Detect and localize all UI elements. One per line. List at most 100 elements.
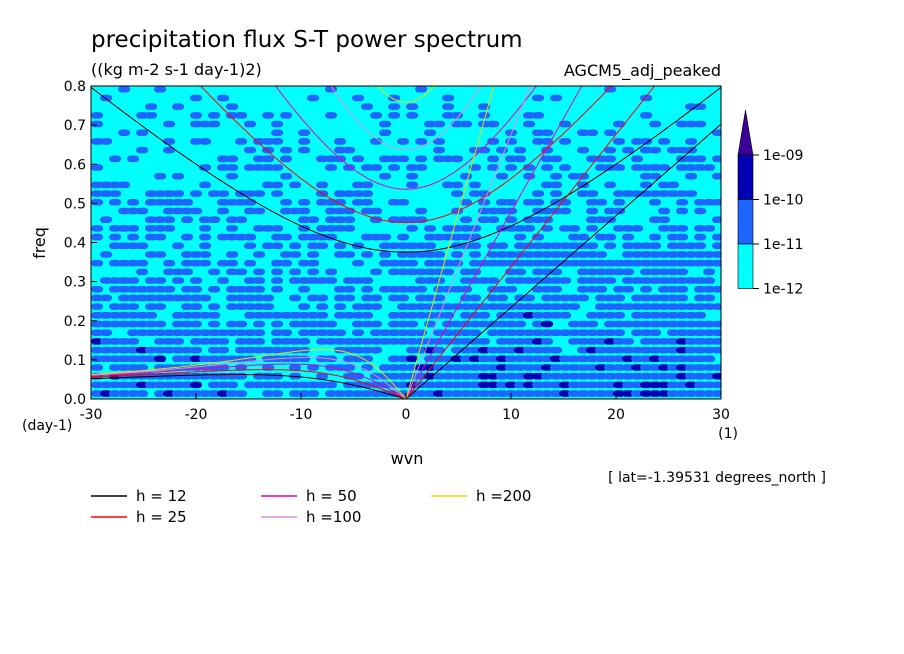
spectrum-cell — [334, 190, 347, 197]
spectrum-cell — [667, 312, 680, 319]
spectrum-cell — [406, 268, 419, 276]
spectrum-cell — [712, 129, 721, 136]
spectrum-cell — [595, 285, 608, 293]
spectrum-cell — [127, 259, 140, 267]
y-tick-label: 0.8 — [64, 79, 86, 95]
spectrum-cell — [658, 259, 671, 267]
spectrum-cell — [370, 338, 383, 345]
spectrum-cell — [712, 155, 721, 163]
spectrum-cell — [712, 216, 721, 223]
spectrum-cell — [244, 199, 257, 206]
spectrum-cell — [91, 320, 104, 328]
spectrum-cell — [694, 242, 707, 250]
spectrum-cell — [442, 364, 455, 371]
spectrum-cell — [649, 312, 662, 319]
spectrum-cell — [91, 233, 104, 241]
spectrum-cell — [298, 320, 311, 328]
spectrum-cell — [352, 190, 365, 197]
spectrum-cell — [550, 294, 563, 302]
spectrum-cell — [658, 338, 671, 345]
spectrum-cell — [424, 381, 437, 389]
spectrum-cell — [118, 225, 131, 232]
spectrum-cell — [487, 346, 500, 354]
spectrum-cell — [667, 303, 680, 310]
spectrum-cell — [532, 338, 545, 345]
spectrum-cell — [649, 372, 662, 380]
x-tick-label: -10 — [290, 407, 313, 423]
spectrum-cell — [532, 355, 545, 363]
spectrum-cell — [235, 199, 248, 206]
spectrum-cell — [532, 372, 545, 380]
spectrum-cell — [460, 312, 473, 319]
spectrum-cell — [91, 225, 104, 232]
spectrum-cell — [397, 294, 410, 302]
spectrum-cell — [487, 242, 500, 250]
spectrum-cell — [109, 390, 122, 397]
dispersion-curve — [91, 87, 721, 253]
spectrum-cell — [505, 199, 518, 206]
spectrum-cell — [658, 364, 671, 371]
spectrum-cell — [262, 112, 275, 119]
spectrum-cell — [595, 364, 608, 371]
spectrum-cell — [397, 233, 410, 241]
spectrum-cell — [226, 303, 239, 310]
spectrum-cell — [370, 294, 383, 302]
spectrum-cell — [613, 303, 626, 310]
spectrum-cell — [271, 381, 284, 389]
spectrum-cell — [352, 155, 365, 163]
spectrum-cell — [226, 320, 239, 328]
spectrum-cell — [190, 259, 203, 267]
spectrum-cell — [523, 381, 536, 389]
spectrum-cell — [370, 346, 383, 354]
spectrum-cell — [505, 138, 518, 145]
spectrum-cell — [352, 199, 365, 206]
spectrum-cell — [172, 172, 185, 180]
spectrum-cell — [334, 285, 347, 293]
spectrum-cell — [190, 94, 203, 102]
y-tick-label: 0.0 — [64, 392, 86, 408]
spectrum-cell — [154, 277, 167, 284]
spectrum-cell — [280, 251, 293, 258]
spectrum-cell — [442, 381, 455, 389]
spectrum-cell — [361, 103, 374, 110]
spectrum-cell — [136, 294, 149, 302]
spectrum-cell — [604, 268, 617, 276]
spectrum-cell — [541, 312, 554, 319]
spectrum-cell — [532, 303, 545, 310]
spectrum-cell — [649, 259, 662, 267]
spectrum-cell — [235, 390, 248, 397]
spectrum-cell — [253, 303, 266, 310]
spectrum-cell — [685, 242, 698, 250]
spectrum-cell — [586, 346, 599, 354]
spectrum-cell — [406, 216, 419, 223]
spectrum-cell — [127, 390, 140, 397]
spectrum-cell — [226, 233, 239, 241]
spectrum-cell — [442, 390, 455, 397]
legend-label: h = 50 — [306, 487, 357, 505]
spectrum-cell — [136, 320, 149, 328]
spectrum-cell — [496, 294, 509, 302]
spectrum-cell — [154, 172, 167, 180]
spectrum-cell — [658, 225, 671, 232]
spectrum-cell — [595, 268, 608, 276]
spectrum-cell — [127, 338, 140, 345]
spectrum-cell — [577, 277, 590, 284]
spectrum-cell — [352, 181, 365, 189]
spectrum-cell — [226, 251, 239, 258]
spectrum-cell — [685, 364, 698, 371]
spectrum-cell — [622, 346, 635, 354]
spectrum-cell — [577, 338, 590, 345]
spectrum-cell — [658, 285, 671, 293]
spectrum-cell — [523, 199, 536, 206]
spectrum-cell — [622, 338, 635, 345]
spectrum-cell — [685, 259, 698, 267]
spectrum-cell — [496, 207, 509, 215]
spectrum-cell — [397, 329, 410, 336]
spectrum-cell — [118, 129, 131, 136]
spectrum-cell — [424, 129, 437, 136]
chart-title: precipitation flux S-T power spectrum — [91, 27, 523, 53]
spectrum-cell — [352, 259, 365, 267]
spectrum-cell — [469, 294, 482, 302]
spectrum-cell — [703, 303, 716, 310]
spectrum-cell — [199, 138, 212, 145]
